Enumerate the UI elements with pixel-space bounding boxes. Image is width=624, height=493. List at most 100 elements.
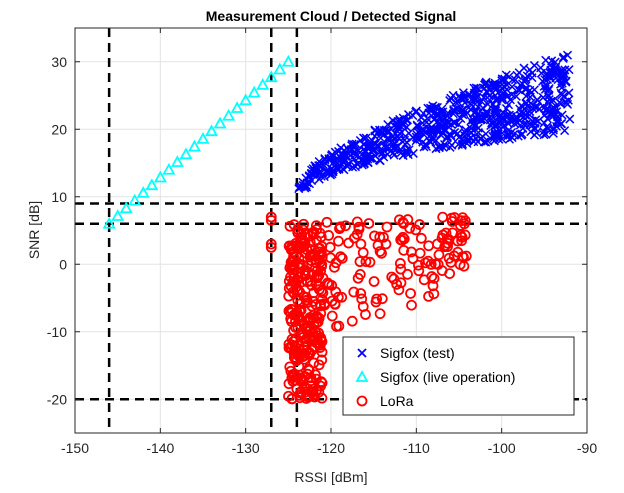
sigfox-live-point bbox=[145, 178, 159, 191]
sigfox-test-point bbox=[421, 141, 432, 152]
lora-point bbox=[423, 290, 434, 302]
sigfox-test-point bbox=[561, 77, 571, 87]
sigfox-test-point bbox=[328, 165, 338, 175]
sigfox-test-point bbox=[550, 63, 560, 73]
sigfox-test-point bbox=[395, 121, 405, 131]
lora-point bbox=[311, 384, 322, 396]
lora-point bbox=[386, 271, 398, 283]
legend-marker-sigfox-test bbox=[357, 348, 367, 358]
sigfox-live-point bbox=[213, 116, 227, 129]
sigfox-test-point bbox=[365, 153, 375, 163]
series-sigfox-live bbox=[102, 54, 295, 229]
sigfox-live-point bbox=[136, 186, 150, 198]
sigfox-test-point bbox=[526, 127, 536, 137]
lora-point bbox=[418, 274, 430, 286]
lora-point bbox=[298, 218, 309, 230]
legend-label-lora: LoRa bbox=[380, 393, 414, 409]
sigfox-test-point bbox=[343, 159, 353, 169]
sigfox-test-point bbox=[448, 90, 458, 100]
lora-point bbox=[283, 290, 295, 302]
sigfox-test-point bbox=[332, 153, 342, 163]
legend-triangle bbox=[355, 370, 369, 382]
lora-point bbox=[391, 278, 403, 290]
sigfox-test-point bbox=[564, 88, 574, 98]
sigfox-test-point bbox=[418, 108, 428, 118]
sigfox-test-point bbox=[490, 80, 500, 90]
lora-point bbox=[286, 333, 298, 345]
sigfox-test-point bbox=[319, 172, 329, 182]
lora-point bbox=[305, 324, 317, 336]
sigfox-test-point bbox=[381, 125, 391, 135]
sigfox-test-point bbox=[350, 150, 360, 160]
sigfox-test-point bbox=[346, 145, 356, 155]
sigfox-live-point bbox=[119, 201, 133, 214]
legend-label-sigfox-live: Sigfox (live operation) bbox=[380, 369, 515, 385]
sigfox-test-point bbox=[398, 113, 408, 123]
lora-point bbox=[458, 218, 470, 230]
lora-point bbox=[326, 310, 338, 322]
data-points bbox=[102, 50, 575, 405]
sigfox-test-point bbox=[471, 107, 481, 117]
lora-point bbox=[428, 288, 440, 300]
sigfox-test-point bbox=[379, 126, 389, 136]
y-tick-label: 10 bbox=[51, 189, 67, 205]
lora-point bbox=[300, 265, 312, 276]
lora-point bbox=[381, 221, 393, 233]
lora-point bbox=[314, 250, 326, 262]
sigfox-test-point bbox=[479, 80, 490, 90]
chart-title: Measurement Cloud / Detected Signal bbox=[206, 8, 457, 24]
x-tick-label: -110 bbox=[403, 440, 430, 456]
lora-point bbox=[402, 268, 413, 280]
sigfox-test-point bbox=[386, 137, 396, 147]
sigfox-test-point bbox=[396, 145, 406, 155]
sigfox-test-point bbox=[485, 115, 495, 125]
sigfox-test-point bbox=[471, 115, 481, 125]
lora-point bbox=[286, 372, 298, 384]
sigfox-test-point bbox=[517, 102, 528, 112]
lora-point bbox=[323, 230, 335, 241]
sigfox-test-point bbox=[424, 119, 434, 129]
sigfox-test-point bbox=[497, 134, 507, 144]
sigfox-test-point bbox=[532, 102, 542, 112]
y-tick-label: 0 bbox=[59, 256, 67, 272]
sigfox-test-point bbox=[522, 71, 532, 81]
x-tick-label: -90 bbox=[577, 440, 597, 456]
lora-point bbox=[294, 298, 306, 310]
lora-point bbox=[294, 286, 306, 298]
sigfox-live-point bbox=[179, 147, 193, 160]
sigfox-test-point bbox=[432, 117, 442, 127]
sigfox-test-point bbox=[500, 86, 510, 96]
sigfox-test-point bbox=[416, 126, 426, 136]
sigfox-test-point bbox=[551, 62, 561, 72]
sigfox-test-point bbox=[545, 71, 555, 81]
sigfox-live-point bbox=[230, 101, 244, 113]
lora-point bbox=[458, 251, 469, 263]
lora-point bbox=[288, 347, 300, 359]
lora-point bbox=[447, 227, 459, 239]
sigfox-live-point bbox=[273, 62, 287, 75]
y-tick-label: 20 bbox=[51, 121, 67, 137]
lora-point bbox=[307, 229, 319, 240]
lora-point bbox=[368, 276, 380, 287]
sigfox-test-point bbox=[363, 154, 373, 164]
sigfox-test-point bbox=[466, 128, 476, 138]
sigfox-test-point bbox=[544, 90, 554, 100]
sigfox-test-point bbox=[328, 167, 338, 177]
lora-point bbox=[301, 390, 313, 402]
lora-point bbox=[292, 347, 304, 359]
lora-point bbox=[317, 272, 329, 284]
sigfox-test-point bbox=[479, 92, 489, 103]
lora-point bbox=[353, 221, 365, 233]
sigfox-test-point bbox=[536, 63, 546, 73]
lora-point bbox=[335, 251, 346, 263]
legend-circle bbox=[356, 395, 368, 407]
y-axis-title: SNR [dB] bbox=[26, 201, 42, 259]
lora-point bbox=[388, 273, 400, 285]
x-tick-label: -120 bbox=[317, 440, 345, 456]
sigfox-test-point bbox=[434, 112, 445, 123]
legend-marker-lora bbox=[356, 395, 368, 407]
sigfox-test-point bbox=[415, 134, 425, 144]
sigfox-test-point bbox=[445, 142, 455, 152]
sigfox-test-point bbox=[527, 116, 537, 126]
